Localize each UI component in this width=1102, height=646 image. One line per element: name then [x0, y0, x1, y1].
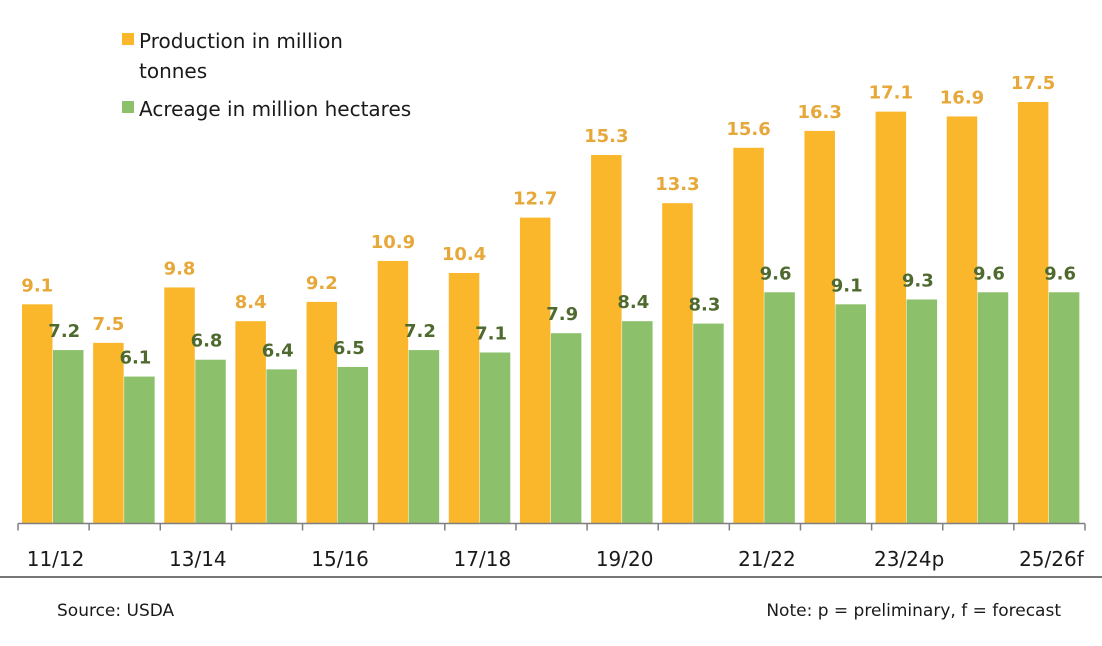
bar-production — [377, 260, 409, 524]
bar-acreage — [622, 321, 653, 524]
data-label-production: 9.1 — [21, 275, 53, 296]
data-label-acreage: 7.1 — [475, 323, 507, 344]
data-label-acreage: 7.9 — [546, 304, 578, 325]
data-label-acreage: 8.3 — [689, 295, 721, 316]
data-label-production: 9.2 — [306, 273, 338, 294]
bar-production — [733, 147, 764, 524]
data-label-acreage: 7.2 — [48, 321, 80, 342]
data-label-production: 10.4 — [442, 244, 486, 265]
data-label-acreage: 9.1 — [831, 275, 863, 296]
bar-production — [448, 273, 480, 524]
data-label-acreage: 6.8 — [191, 331, 223, 352]
data-label-production: 7.5 — [92, 314, 124, 335]
footnote: Note: p = preliminary, f = forecast — [766, 601, 1061, 621]
bar-acreage — [195, 359, 226, 524]
data-label-production: 16.9 — [940, 87, 984, 108]
bar-production — [519, 217, 551, 524]
x-tick-label: 15/16 — [311, 547, 369, 571]
bar-production — [662, 203, 693, 524]
bar-production — [306, 301, 338, 524]
bar-acreage — [977, 292, 1009, 524]
bar-acreage — [124, 376, 155, 524]
data-label-acreage: 7.2 — [404, 321, 436, 342]
bar-production — [1017, 102, 1049, 524]
data-label-acreage: 9.6 — [1044, 263, 1076, 284]
bar-production — [804, 130, 835, 524]
data-label-production: 15.3 — [584, 126, 628, 147]
legend-item-production: Production in million tonnes — [122, 26, 379, 86]
legend-swatch-production — [122, 33, 134, 45]
bar-production — [22, 304, 53, 524]
data-label-production: 12.7 — [513, 189, 557, 210]
bar-production — [591, 154, 622, 524]
bar-acreage — [408, 350, 440, 524]
data-label-acreage: 6.4 — [262, 340, 294, 361]
data-label-production: 17.1 — [869, 83, 913, 104]
x-tick-label: 13/14 — [169, 547, 227, 571]
legend-swatch-acreage — [122, 101, 134, 113]
bar-acreage — [1048, 292, 1080, 524]
bar-acreage — [693, 323, 724, 524]
data-label-acreage: 9.6 — [760, 263, 792, 284]
data-label-acreage: 8.4 — [617, 292, 649, 313]
source-note: Source: USDA — [57, 601, 175, 621]
data-label-production: 9.8 — [164, 258, 196, 279]
bar-production — [164, 287, 195, 524]
data-label-production: 10.9 — [371, 232, 415, 253]
x-tick-label: 17/18 — [454, 547, 512, 571]
data-label-production: 17.5 — [1011, 73, 1055, 94]
bar-acreage — [266, 369, 297, 524]
bar-acreage — [53, 350, 84, 524]
chart-legend: Production in million tonnes Acreage in … — [122, 26, 411, 124]
x-tick-label: 25/26f — [1019, 547, 1085, 571]
x-tick-label: 21/22 — [738, 547, 796, 571]
bar-acreage — [835, 304, 866, 524]
bar-acreage — [479, 352, 511, 524]
bar-production — [946, 116, 978, 524]
bar-production — [235, 321, 266, 524]
x-tick-label: 11/12 — [27, 547, 85, 571]
data-label-production: 8.4 — [235, 292, 267, 313]
data-label-acreage: 9.3 — [902, 271, 934, 292]
data-label-acreage: 6.1 — [119, 348, 151, 369]
bar-acreage — [764, 292, 795, 524]
bar-acreage — [550, 333, 582, 524]
x-tick-label: 23/24p — [874, 547, 944, 571]
x-tick-label: 19/20 — [596, 547, 654, 571]
data-label-production: 13.3 — [655, 174, 699, 195]
legend-label-production: Production in million tonnes — [139, 29, 343, 83]
data-label-acreage: 9.6 — [973, 263, 1005, 284]
bar-acreage — [337, 366, 369, 524]
legend-item-acreage: Acreage in million hectares — [122, 94, 411, 124]
bar-acreage — [906, 299, 938, 524]
bar-production — [875, 111, 907, 524]
data-label-production: 15.6 — [726, 119, 770, 140]
data-label-production: 16.3 — [798, 102, 842, 123]
bar-production — [93, 342, 124, 524]
legend-label-acreage: Acreage in million hectares — [139, 97, 412, 121]
data-label-acreage: 6.5 — [333, 338, 365, 359]
